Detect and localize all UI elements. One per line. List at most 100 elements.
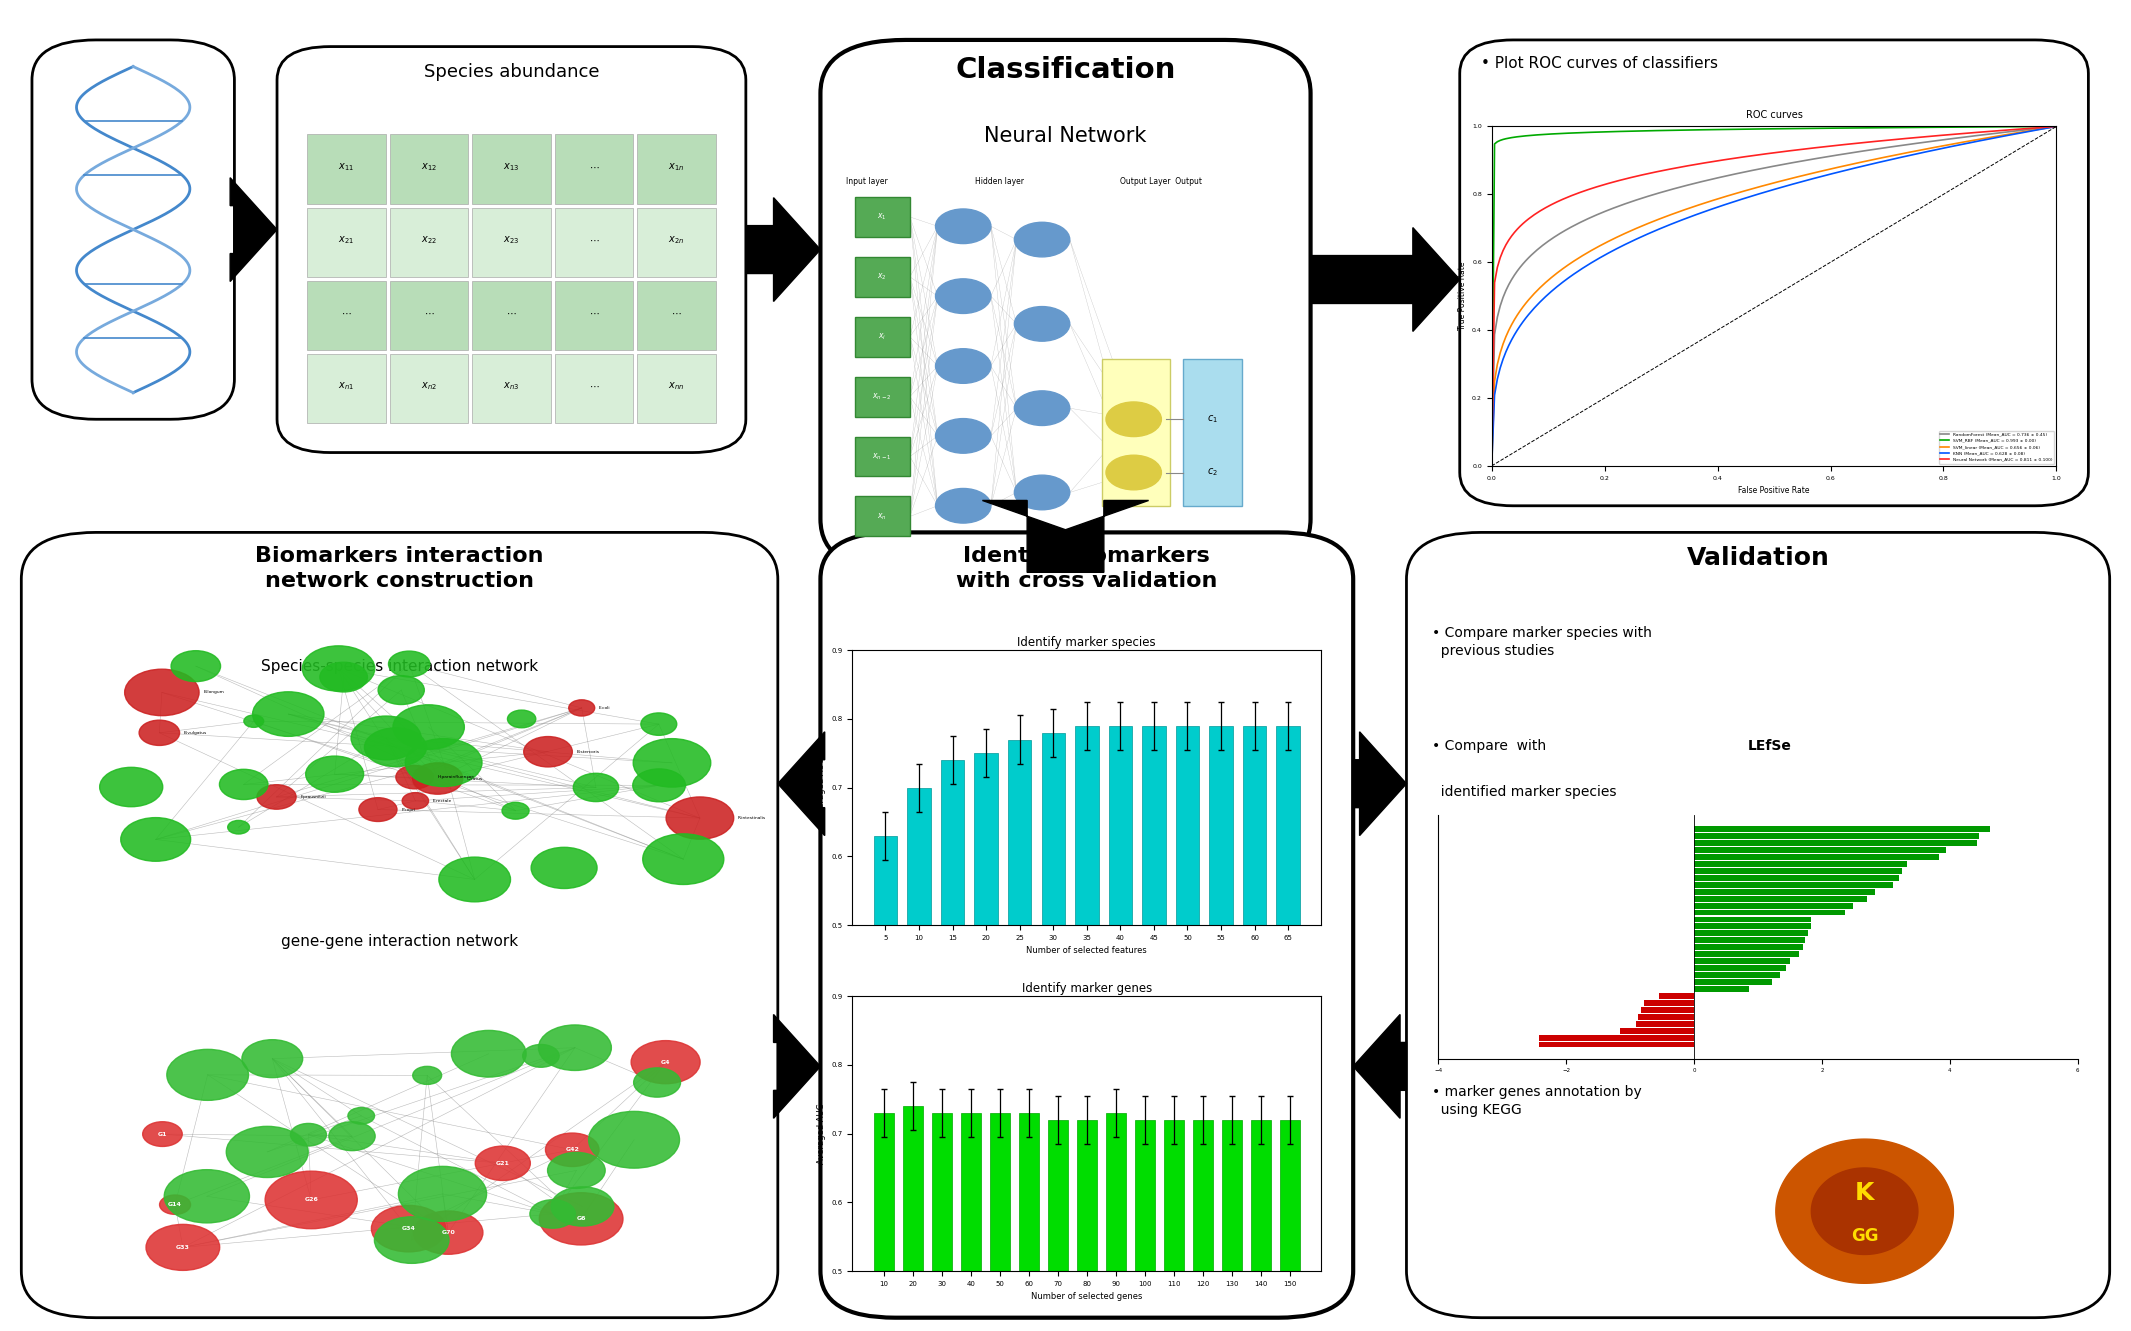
Circle shape <box>254 692 324 736</box>
Line: SVM_linear (Mean_AUC = 0.656 ± 0.06): SVM_linear (Mean_AUC = 0.656 ± 0.06) <box>1492 126 2056 466</box>
Circle shape <box>143 1122 183 1146</box>
Bar <box>1193 1119 1213 1331</box>
Circle shape <box>1106 402 1161 437</box>
Bar <box>961 1113 980 1331</box>
Circle shape <box>1014 391 1070 426</box>
Circle shape <box>347 1107 375 1125</box>
FancyBboxPatch shape <box>554 134 633 204</box>
Text: Classification: Classification <box>955 56 1176 84</box>
Text: E.rectale: E.rectale <box>433 799 452 803</box>
Circle shape <box>243 715 264 727</box>
Bar <box>1042 732 1066 1268</box>
Text: G34: G34 <box>401 1226 416 1231</box>
Bar <box>1208 725 1234 1268</box>
Title: Identify marker genes: Identify marker genes <box>1021 982 1153 996</box>
Circle shape <box>352 716 422 760</box>
Bar <box>1694 861 1907 866</box>
FancyBboxPatch shape <box>390 354 469 423</box>
Text: G42: G42 <box>565 1147 580 1153</box>
Bar <box>1142 725 1166 1268</box>
KNN (Mean_AUC = 0.628 ± 0.08) <box>1995 128 2020 144</box>
FancyBboxPatch shape <box>473 134 550 204</box>
SVM_linear (Mean_AUC = 0.656 ± 0.06) <box>2044 118 2069 134</box>
Text: Identify biomarkers
with cross validation: Identify biomarkers with cross validatio… <box>957 546 1217 591</box>
Circle shape <box>522 1045 558 1067</box>
RandomForest (Mean_AUC = 0.736 ± 0.45) <box>1513 253 1539 269</box>
Bar <box>1106 1113 1125 1331</box>
Bar <box>1242 725 1266 1268</box>
Text: • Compare  with: • Compare with <box>1432 739 1551 753</box>
Circle shape <box>548 1153 605 1189</box>
RandomForest (Mean_AUC = 0.736 ± 0.45) <box>2016 121 2041 137</box>
Text: $\cdots$: $\cdots$ <box>588 236 599 245</box>
Text: $x_{n-2}$: $x_{n-2}$ <box>872 391 893 402</box>
Title: Identify marker species: Identify marker species <box>1016 636 1157 650</box>
Text: R.intestinalis: R.intestinalis <box>737 816 767 820</box>
Circle shape <box>100 768 162 807</box>
Polygon shape <box>1353 1014 1406 1118</box>
Bar <box>1176 725 1200 1268</box>
FancyBboxPatch shape <box>1102 359 1170 506</box>
Circle shape <box>290 1123 326 1146</box>
Bar <box>1643 1000 1694 1006</box>
Neural Network (Mean_AUC = 0.811 ± 0.100) <box>1502 225 1528 241</box>
Bar <box>1539 1034 1694 1041</box>
Text: $x_{nn}$: $x_{nn}$ <box>669 381 684 393</box>
Text: E.coli: E.coli <box>599 705 612 709</box>
Bar <box>1108 725 1132 1268</box>
Circle shape <box>452 1030 526 1077</box>
Circle shape <box>358 797 396 821</box>
Circle shape <box>1014 306 1070 341</box>
Text: G1: G1 <box>158 1131 166 1137</box>
Circle shape <box>1014 222 1070 257</box>
Bar <box>904 1106 923 1331</box>
Circle shape <box>552 1187 614 1226</box>
Circle shape <box>588 1111 680 1169</box>
SVM_linear (Mean_AUC = 0.656 ± 0.06) <box>1513 295 1539 311</box>
FancyBboxPatch shape <box>820 532 1353 1318</box>
Neural Network (Mean_AUC = 0.811 ± 0.100) <box>1630 166 1656 182</box>
X-axis label: False Positive Rate: False Positive Rate <box>1739 486 1809 495</box>
FancyBboxPatch shape <box>473 281 550 350</box>
Bar <box>940 760 965 1268</box>
Polygon shape <box>982 500 1149 572</box>
Text: • Compare marker species with
  previous studies: • Compare marker species with previous s… <box>1432 626 1652 658</box>
Neural Network (Mean_AUC = 0.811 ± 0.100) <box>2016 121 2041 137</box>
Circle shape <box>633 1067 680 1097</box>
Bar <box>1694 881 1892 888</box>
X-axis label: Number of selected genes: Number of selected genes <box>1031 1292 1142 1302</box>
SVM_linear (Mean_AUC = 0.656 ± 0.06) <box>2016 122 2041 138</box>
FancyBboxPatch shape <box>554 354 633 423</box>
Bar <box>1251 1119 1270 1331</box>
FancyBboxPatch shape <box>855 437 910 476</box>
Bar <box>989 1113 1010 1331</box>
Polygon shape <box>746 197 820 302</box>
Text: $\cdots$: $\cdots$ <box>588 381 599 391</box>
Text: • Plot ROC curves of classifiers: • Plot ROC curves of classifiers <box>1481 56 1718 71</box>
Text: $x_{n-1}$: $x_{n-1}$ <box>872 451 893 462</box>
SVM_RBF (Mean_AUC = 0.993 ± 0.00) <box>1583 124 1609 140</box>
Bar <box>1134 1119 1155 1331</box>
Circle shape <box>396 765 433 789</box>
Circle shape <box>160 1195 190 1214</box>
Line: KNN (Mean_AUC = 0.628 ± 0.08): KNN (Mean_AUC = 0.628 ± 0.08) <box>1492 126 2056 466</box>
Bar <box>931 1113 953 1331</box>
Text: Hidden layer: Hidden layer <box>976 177 1023 186</box>
Neural Network (Mean_AUC = 0.811 ± 0.100) <box>1513 213 1539 229</box>
Bar <box>1694 958 1790 964</box>
Text: B.longum: B.longum <box>202 691 224 695</box>
FancyBboxPatch shape <box>1183 359 1242 506</box>
Circle shape <box>164 1170 249 1223</box>
Bar <box>974 753 997 1268</box>
Circle shape <box>524 736 573 767</box>
Circle shape <box>936 488 991 523</box>
Text: $\cdots$: $\cdots$ <box>341 307 352 318</box>
FancyBboxPatch shape <box>855 197 910 237</box>
Text: Species abundance: Species abundance <box>424 63 599 81</box>
Text: GG: GG <box>1852 1227 1877 1246</box>
Circle shape <box>1014 475 1070 510</box>
Circle shape <box>439 857 511 902</box>
Neural Network (Mean_AUC = 0.811 ± 0.100) <box>2044 118 2069 134</box>
Text: B.stercoris: B.stercoris <box>578 749 599 753</box>
Circle shape <box>303 646 375 691</box>
